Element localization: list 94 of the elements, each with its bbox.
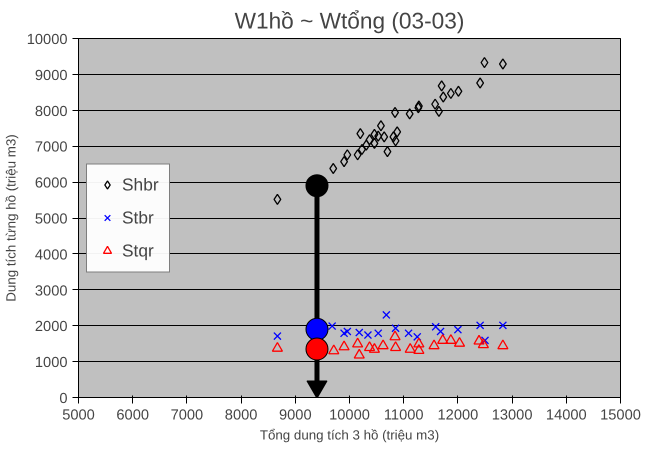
legend-label: Stqr <box>122 240 154 261</box>
point <box>498 321 508 330</box>
point <box>272 342 284 352</box>
point <box>393 126 402 138</box>
point <box>362 139 370 151</box>
point <box>439 91 448 103</box>
point <box>329 162 338 174</box>
point <box>413 344 425 354</box>
x-tick-label: 8000 <box>224 408 258 424</box>
point <box>454 336 466 347</box>
point <box>391 324 400 332</box>
point <box>428 339 440 350</box>
x-tick-label: 6000 <box>116 408 150 424</box>
point <box>480 336 490 345</box>
legend-label: Shbr <box>122 174 159 195</box>
y-tick-label: 2000 <box>34 319 68 336</box>
point <box>376 120 385 132</box>
point <box>370 138 378 149</box>
point <box>392 135 400 146</box>
point <box>434 106 443 118</box>
point <box>445 334 457 344</box>
point <box>431 322 440 331</box>
y-tick-label: 4000 <box>34 247 68 264</box>
point <box>437 334 448 344</box>
point <box>498 58 507 70</box>
point <box>340 156 348 168</box>
y-tick-label: 7000 <box>34 140 68 156</box>
point <box>354 149 362 160</box>
point <box>413 332 422 342</box>
point <box>356 128 364 140</box>
point <box>406 108 414 120</box>
point <box>343 149 352 160</box>
point <box>446 88 455 100</box>
point <box>352 338 364 348</box>
point <box>340 329 348 338</box>
y-tick-label: 0 <box>59 391 68 407</box>
y-tick-label: 10000 <box>26 32 68 48</box>
point <box>380 131 388 143</box>
y-tick-label: 1000 <box>34 355 68 372</box>
point <box>328 322 336 330</box>
chart-title: W1hồ ~ Wtổng (03-03) <box>234 8 464 34</box>
point <box>414 102 422 114</box>
x-tick-label: 13000 <box>492 408 532 424</box>
point <box>368 342 380 353</box>
x-tick-label: 10000 <box>329 408 370 424</box>
point <box>497 339 509 350</box>
point <box>404 342 416 353</box>
y-axis-title: Dung tích từng hồ (triệu m3) <box>4 134 19 302</box>
point <box>389 131 398 143</box>
point <box>478 338 490 348</box>
point <box>473 334 485 345</box>
y-tick-label: 8000 <box>34 104 68 120</box>
point <box>454 325 462 334</box>
point <box>431 98 440 110</box>
point <box>273 332 282 340</box>
x-tick-label: 7000 <box>170 408 204 424</box>
point <box>338 340 350 350</box>
legend-label: Stbr <box>122 207 154 228</box>
point <box>436 327 445 336</box>
point <box>438 80 446 92</box>
y-tick-label: 5000 <box>34 212 68 228</box>
point <box>476 321 484 330</box>
point <box>273 194 282 205</box>
point <box>414 100 423 112</box>
point <box>480 56 488 68</box>
point <box>364 341 376 352</box>
point <box>358 144 366 156</box>
point <box>476 77 484 89</box>
point <box>328 344 340 354</box>
y-tick-label: 9000 <box>34 68 68 84</box>
point <box>354 348 365 359</box>
point <box>413 338 425 348</box>
x-tick-label: 14000 <box>546 408 587 424</box>
y-tick-label: 3000 <box>34 283 68 300</box>
y-tick-label: 6000 <box>34 176 68 192</box>
x-tick-label: 12000 <box>438 408 478 424</box>
x-tick-label: 11000 <box>384 408 424 424</box>
point <box>370 128 378 140</box>
x-tick-label: 15000 <box>600 408 641 424</box>
point <box>383 146 392 158</box>
point <box>390 341 402 352</box>
x-tick-label: 5000 <box>62 408 95 424</box>
x-tick-label: 9000 <box>279 408 312 424</box>
point <box>366 134 374 146</box>
point <box>389 330 401 340</box>
point <box>382 310 391 320</box>
point <box>374 329 382 338</box>
point <box>374 130 382 142</box>
x-axis-title: Tổng dung tích 3 hồ (triệu m3) <box>260 428 440 442</box>
point <box>343 327 352 336</box>
point <box>404 329 413 338</box>
point <box>391 106 400 118</box>
point <box>377 339 389 350</box>
point <box>454 86 462 97</box>
